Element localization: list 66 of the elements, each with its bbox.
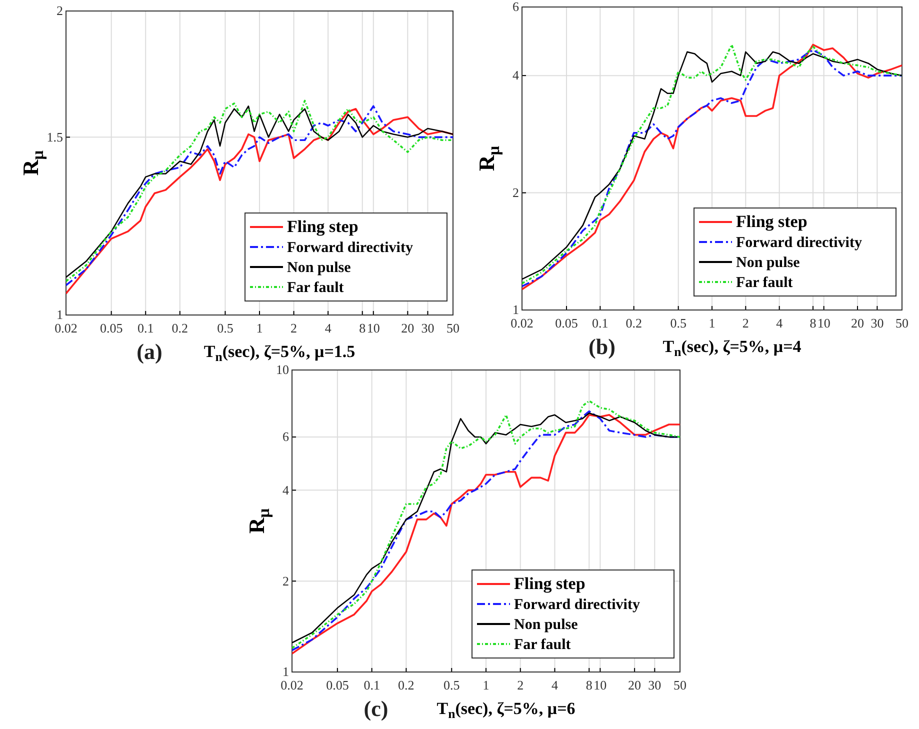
x-tick-label: 1: [256, 320, 263, 336]
legend-label: Fling step: [514, 574, 586, 593]
x-tick-label: 8: [359, 320, 366, 336]
y-tick-label: 4: [282, 482, 290, 498]
legend-label: Far fault: [514, 637, 571, 653]
x-tick-label: 30: [648, 677, 662, 692]
x-tick-label: 30: [421, 320, 434, 336]
x-axis-title: T$_{n}$(sec), ζ=5%, μ=1.5: [204, 342, 356, 364]
legend-label: Forward directivity: [736, 235, 862, 251]
x-tick-label: 8: [810, 315, 816, 330]
y-tick-label: 1: [512, 302, 519, 318]
legend-label: Non pulse: [514, 617, 578, 633]
x-tick-label: 10: [594, 677, 607, 692]
x-tick-label: 20: [850, 315, 864, 330]
legend-label: Fling step: [287, 217, 358, 236]
y-tick-label: 6: [282, 429, 290, 444]
legend-label: Non pulse: [736, 255, 800, 271]
x-tick-label: 1: [482, 677, 490, 692]
x-tick-label: 0.5: [217, 320, 234, 336]
x-tick-label: 50: [446, 320, 460, 336]
y-tick-label: 4: [512, 68, 520, 83]
y-tick-label: 1: [282, 664, 289, 680]
legend-label: Forward directivity: [514, 597, 640, 613]
x-tick-label: 8: [586, 677, 592, 692]
legend-label: Far fault: [736, 275, 793, 291]
x-tick-label: 0.05: [100, 320, 123, 336]
x-tick-label: 0.5: [670, 315, 686, 330]
x-tick-label: 0.1: [137, 320, 154, 336]
legend-label: Far fault: [287, 280, 344, 296]
x-tick-label: 4: [324, 320, 332, 336]
x-tick-label: 0.1: [592, 315, 608, 330]
x-tick-label: 0.2: [398, 677, 414, 692]
x-tick-label: 0.2: [172, 320, 188, 336]
x-tick-label: 2: [742, 315, 749, 330]
legend-label: Non pulse: [287, 260, 352, 276]
x-tick-label: 30: [870, 315, 884, 330]
x-tick-label: 10: [817, 315, 830, 330]
text: (b): [588, 334, 616, 359]
x-tick-label: 0.05: [555, 315, 578, 330]
x-tick-label: 0.02: [280, 677, 304, 692]
text: (a): [136, 339, 162, 364]
y-tick-label: 10: [276, 362, 289, 378]
x-tick-label: 20: [628, 677, 642, 692]
x-tick-label: 20: [401, 320, 414, 336]
x-tick-label: 0.1: [364, 677, 380, 692]
x-axis-title: T$_{n}$(sec), ζ=5%, μ=6: [436, 699, 576, 721]
x-tick-label: 4: [776, 315, 784, 330]
x-tick-label: 0.2: [626, 315, 642, 330]
y-tick-label: 2: [512, 184, 519, 200]
legend-label: Fling step: [736, 212, 808, 231]
x-tick-label: 0.05: [326, 677, 349, 692]
y-tick-label: 2: [282, 573, 289, 588]
y-tick-label: 2: [56, 3, 63, 18]
x-tick-label: 1: [708, 315, 716, 330]
y-tick-label: 1.5: [46, 129, 63, 144]
x-tick-label: 4: [551, 677, 558, 692]
x-tick-label: 50: [674, 677, 686, 692]
text: (c): [364, 696, 388, 721]
x-axis-title: T$_{n}$(sec), ζ=5%, μ=4: [662, 337, 802, 359]
legend-label: Forward directivity: [287, 240, 414, 256]
x-tick-label: 0.02: [54, 320, 78, 336]
x-tick-label: 50: [896, 315, 908, 330]
x-tick-label: 0.02: [510, 315, 534, 330]
y-tick-label: 6: [512, 0, 520, 14]
x-tick-label: 0.5: [444, 677, 460, 692]
x-tick-label: 10: [366, 320, 380, 336]
